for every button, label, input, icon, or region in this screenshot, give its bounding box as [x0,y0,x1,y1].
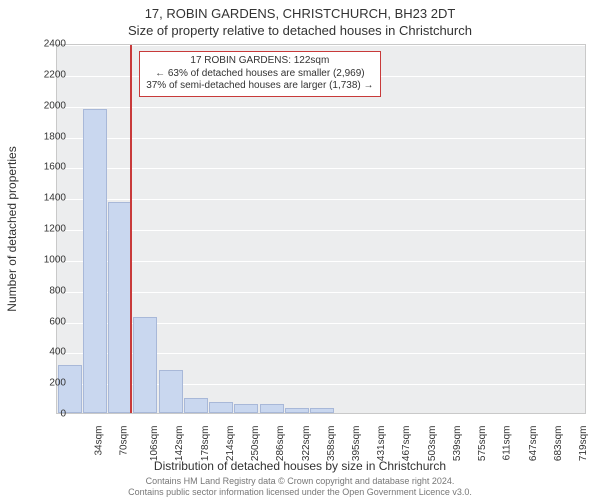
callout-box: 17 ROBIN GARDENS: 122sqm← 63% of detache… [139,51,380,97]
gridline [57,230,585,231]
x-tick-label: 214sqm [225,426,236,462]
x-tick-label: 178sqm [200,426,211,462]
page-title-line2: Size of property relative to detached ho… [0,21,600,38]
gridline [57,45,585,46]
x-tick-label: 575sqm [477,426,488,462]
bar [159,370,183,413]
bar [234,404,258,413]
gridline [57,292,585,293]
y-tick-label: 1800 [38,131,66,142]
gridline [57,261,585,262]
x-tick-label: 34sqm [93,426,104,456]
x-tick-label: 395sqm [351,426,362,462]
chart-container: 17 ROBIN GARDENS: 122sqm← 63% of detache… [56,44,586,414]
gridline [57,415,585,416]
y-tick-label: 600 [38,316,66,327]
y-tick-label: 400 [38,347,66,358]
bar [285,408,309,413]
callout-line2: ← 63% of detached houses are smaller (2,… [146,68,373,81]
x-tick-label: 467sqm [402,426,413,462]
bar [209,402,233,413]
y-tick-label: 200 [38,378,66,389]
gridline [57,199,585,200]
x-tick-label: 358sqm [326,426,337,462]
x-tick-label: 503sqm [427,426,438,462]
gridline [57,107,585,108]
footer-line1: Contains HM Land Registry data © Crown c… [0,476,600,487]
x-tick-label: 431sqm [376,426,387,462]
x-tick-label: 683sqm [553,426,564,462]
x-tick-label: 322sqm [301,426,312,462]
gridline [57,138,585,139]
marker-line [130,45,132,413]
y-tick-label: 1600 [38,162,66,173]
x-tick-label: 142sqm [174,426,185,462]
x-tick-label: 250sqm [250,426,261,462]
y-tick-label: 2200 [38,69,66,80]
callout-line1: 17 ROBIN GARDENS: 122sqm [146,55,373,68]
y-axis-label: Number of detached properties [5,146,19,311]
y-tick-label: 0 [38,409,66,420]
footer-line2: Contains public sector information licen… [0,487,600,498]
x-tick-label: 647sqm [528,426,539,462]
bar [260,404,284,413]
x-tick-label: 286sqm [275,426,286,462]
y-tick-label: 2400 [38,39,66,50]
x-tick-label: 719sqm [578,426,589,462]
gridline [57,168,585,169]
y-tick-label: 1400 [38,193,66,204]
y-tick-label: 1000 [38,254,66,265]
bar [133,317,157,413]
bar [58,365,82,413]
footer-attribution: Contains HM Land Registry data © Crown c… [0,476,600,498]
callout-line3: 37% of semi-detached houses are larger (… [146,80,373,93]
x-tick-label: 70sqm [118,426,129,456]
bar [184,398,208,413]
page-title-line1: 17, ROBIN GARDENS, CHRISTCHURCH, BH23 2D… [0,0,600,21]
bar [310,408,334,413]
x-axis-label: Distribution of detached houses by size … [0,459,600,473]
bar [108,202,132,413]
y-tick-label: 2000 [38,100,66,111]
plot-area: 17 ROBIN GARDENS: 122sqm← 63% of detache… [56,44,586,414]
y-tick-label: 800 [38,285,66,296]
x-tick-label: 106sqm [149,426,160,462]
x-tick-label: 539sqm [452,426,463,462]
bar [83,109,107,413]
y-tick-label: 1200 [38,224,66,235]
x-tick-label: 611sqm [502,426,513,461]
